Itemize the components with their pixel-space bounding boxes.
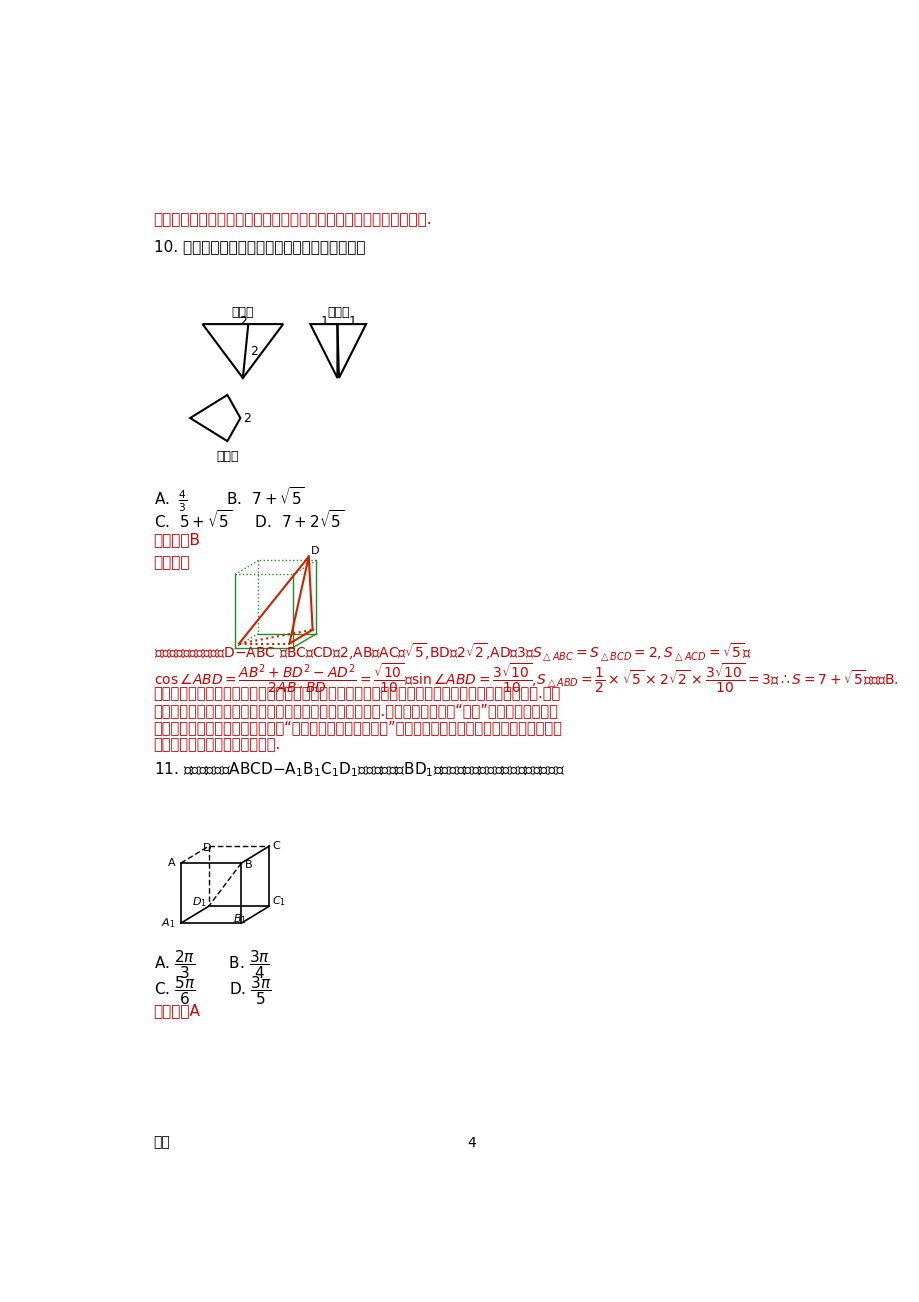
Text: C. $\dfrac{5\pi}{6}$       D. $\dfrac{3\pi}{5}$: C. $\dfrac{5\pi}{6}$ D. $\dfrac{3\pi}{5}… — [153, 974, 271, 1006]
Text: D: D — [203, 844, 211, 853]
Text: 图问题是考查学生空间想象能力最常见题型，也是高考热点.观察三视图并将其“翻译”成直观图是解题的: 图问题是考查学生空间想象能力最常见题型，也是高考热点.观察三视图并将其“翻译”成… — [153, 703, 558, 717]
Text: A. $\dfrac{2\pi}{3}$       B. $\dfrac{3\pi}{4}$: A. $\dfrac{2\pi}{3}$ B. $\dfrac{3\pi}{4}… — [153, 948, 269, 980]
Text: 4: 4 — [467, 1135, 475, 1150]
Text: 上视图: 上视图 — [232, 306, 254, 319]
Text: C: C — [272, 841, 279, 852]
Text: 关键，不但要注意三视图的三要素“高平齐，长对正，宽相等”，还要特别注意实线与虚线以及相同图形的: 关键，不但要注意三视图的三要素“高平齐，长对正，宽相等”，还要特别注意实线与虚线… — [153, 720, 562, 734]
Text: 2: 2 — [250, 345, 258, 358]
Text: B: B — [244, 861, 252, 870]
Text: 此三视图的几何体如图D−ABC ，BC＝CD＝2,AB＝AC＝$\sqrt{5}$,BD＝$2\sqrt{2}$,AD＝3，$S_{\triangle ABC}: 此三视图的几何体如图D−ABC ，BC＝CD＝2,AB＝AC＝$\sqrt{5}… — [153, 642, 751, 663]
Text: $A_1$: $A_1$ — [161, 917, 176, 930]
Text: C.  $5+\sqrt{5}$     D.  $7+2\sqrt{5}$: C. $5+\sqrt{5}$ D. $7+2\sqrt{5}$ — [153, 509, 344, 531]
Text: 1: 1 — [347, 315, 356, 328]
Text: 俰视图: 俰视图 — [216, 450, 238, 464]
Text: 【方法点睛】本题利用空间几何体的三视图重点考查学生的空间想象能力和抄象思维能力，属于难题.三视: 【方法点睛】本题利用空间几何体的三视图重点考查学生的空间想象能力和抄象思维能力，… — [153, 686, 561, 700]
Text: $\cos\angle ABD=\dfrac{AB^2+BD^2-AD^2}{2AB\cdot BD}=\dfrac{\sqrt{10}}{10}$，$\sin: $\cos\angle ABD=\dfrac{AB^2+BD^2-AD^2}{2… — [153, 661, 898, 694]
Text: 【解析】: 【解析】 — [153, 555, 190, 570]
Text: 第页: 第页 — [153, 1135, 170, 1150]
Text: A.  $\frac{4}{3}$        B.  $7+\sqrt{5}$: A. $\frac{4}{3}$ B. $7+\sqrt{5}$ — [153, 486, 304, 514]
Text: 【答案】A: 【答案】A — [153, 1004, 200, 1018]
Text: D: D — [311, 546, 319, 556]
Text: $D_1$: $D_1$ — [192, 896, 207, 909]
Text: $C_1$: $C_1$ — [272, 894, 286, 907]
Text: $B_1$: $B_1$ — [233, 913, 246, 926]
Text: 般情况下，目标函数的最大或最小値会在可行域的端点或边界上取得.: 般情况下，目标函数的最大或最小値会在可行域的端点或边界上取得. — [153, 212, 432, 227]
Text: 1: 1 — [320, 315, 328, 328]
Text: 2: 2 — [244, 411, 251, 424]
Text: 侧视图: 侧视图 — [326, 306, 349, 319]
Text: 2: 2 — [239, 315, 246, 328]
Text: A: A — [167, 858, 176, 868]
Text: 【答案】B: 【答案】B — [153, 533, 200, 547]
Text: 11. 如图，正方体ABCD−A$_1$B$_1$C$_1$D$_1$绕其体对角线BD$_1$旋转之后与其自身重合，则的値可以是: 11. 如图，正方体ABCD−A$_1$B$_1$C$_1$D$_1$绕其体对角… — [153, 760, 564, 779]
Text: 不同位置对几何体直观图的影响.: 不同位置对几何体直观图的影响. — [153, 737, 280, 751]
Text: 10. 某几何体的三视图如图所示，则它的表面积是: 10. 某几何体的三视图如图所示，则它的表面积是 — [153, 240, 365, 254]
